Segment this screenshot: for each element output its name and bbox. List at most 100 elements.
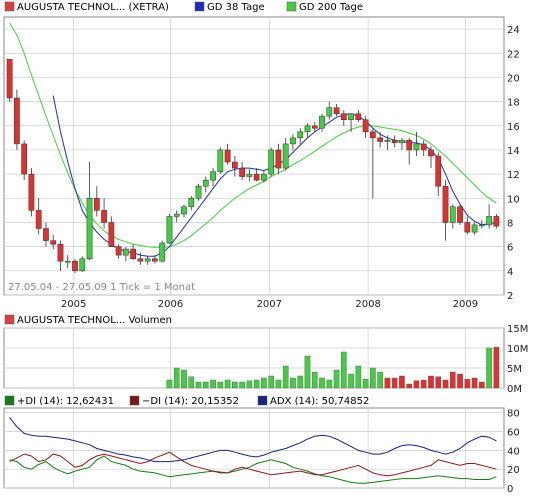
adx-lines bbox=[9, 417, 497, 484]
candle-body-40 bbox=[297, 131, 304, 139]
candle-body-35 bbox=[261, 173, 267, 181]
legend-label-ma38: GD 38 Tage bbox=[207, 2, 265, 13]
adx-ytick-3: 60 bbox=[507, 428, 520, 439]
candle-body-17 bbox=[130, 248, 136, 259]
volume-bar-48 bbox=[355, 365, 362, 389]
info-text: 27.05.04 - 27.05.09 1 Tick = 1 Monat bbox=[8, 282, 195, 293]
price-ytick-6: 14 bbox=[507, 146, 520, 157]
candle-body-23 bbox=[173, 213, 180, 217]
price-ytick-2: 6 bbox=[507, 243, 513, 254]
candle-body-16 bbox=[123, 248, 129, 256]
volume-bar-49 bbox=[362, 379, 369, 389]
candle-body-65 bbox=[478, 224, 485, 227]
legend-swatch-volume bbox=[4, 314, 15, 325]
price-xtick-3: 2008 bbox=[355, 299, 380, 310]
candle-body-29 bbox=[217, 149, 224, 172]
candle-body-31 bbox=[231, 161, 238, 169]
volume-bar-44 bbox=[326, 379, 333, 389]
candle-body-53 bbox=[391, 140, 398, 143]
volume-bar-54 bbox=[399, 375, 405, 389]
volume-y-ticks: 0M 5M 10M 15M bbox=[507, 324, 528, 395]
price-ytick-5: 12 bbox=[507, 170, 520, 181]
volume-bar-43 bbox=[319, 377, 325, 389]
volume-bar-64 bbox=[471, 377, 478, 389]
plusdi-line bbox=[9, 455, 497, 484]
candle-body-55 bbox=[406, 140, 413, 151]
candle-body-56 bbox=[413, 143, 420, 151]
volume-bar-46 bbox=[340, 351, 347, 389]
volume-bar-45 bbox=[333, 369, 340, 389]
price-legend: AUGUSTA TECHNOL... (XETRA) GD 38 Tage GD… bbox=[4, 1, 363, 13]
candle-body-66 bbox=[486, 216, 492, 226]
candle-body-59 bbox=[435, 155, 442, 187]
candle-body-18 bbox=[137, 258, 144, 262]
adx-legend: +DI (14): 12,62431 −DI (14): 20,15352 AD… bbox=[4, 395, 369, 407]
candle-body-39 bbox=[290, 137, 296, 145]
candle-body-6 bbox=[50, 240, 57, 245]
price-x-ticks: 2005 2006 2007 2008 2009 bbox=[61, 299, 478, 310]
candle-body-46 bbox=[340, 113, 347, 120]
volume-bar-47 bbox=[348, 373, 354, 389]
candle-body-63 bbox=[464, 222, 471, 233]
volume-bar-57 bbox=[420, 379, 427, 389]
candle-body-8 bbox=[64, 260, 71, 263]
price-xtick-0: 2005 bbox=[61, 299, 86, 310]
volume-bar-36 bbox=[268, 375, 274, 389]
candle-body-14 bbox=[108, 222, 115, 247]
candle-body-0 bbox=[6, 59, 13, 99]
candle-body-61 bbox=[449, 206, 456, 223]
candle-body-36 bbox=[268, 149, 275, 175]
price-ytick-8: 18 bbox=[507, 98, 520, 109]
candle-body-2 bbox=[21, 143, 28, 175]
legend-label-volume: AUGUSTA TECHNOL... Volumen bbox=[17, 315, 172, 326]
volume-bar-65 bbox=[479, 381, 485, 389]
volume-bar-59 bbox=[435, 376, 442, 389]
volume-legend: AUGUSTA TECHNOL... Volumen bbox=[4, 314, 172, 326]
volume-bar-33 bbox=[246, 380, 253, 389]
minusdi-line bbox=[9, 451, 497, 477]
volume-bar-22 bbox=[166, 379, 173, 389]
candle-body-44 bbox=[326, 107, 333, 117]
volume-bar-40 bbox=[297, 375, 304, 389]
candle-body-42 bbox=[311, 125, 318, 129]
legend-label-plusdi: +DI (14): 12,62431 bbox=[17, 396, 114, 407]
candle-body-11 bbox=[86, 198, 93, 259]
price-ytick-3: 8 bbox=[507, 218, 513, 229]
candle-body-25 bbox=[188, 198, 195, 208]
candle-body-60 bbox=[442, 185, 449, 223]
candle-body-32 bbox=[239, 167, 245, 177]
candles-group bbox=[6, 59, 500, 274]
candle-body-4 bbox=[35, 210, 42, 229]
candle-body-9 bbox=[72, 260, 78, 272]
price-ytick-1: 4 bbox=[507, 267, 513, 278]
candle-body-13 bbox=[101, 210, 107, 223]
volume-bars bbox=[166, 347, 500, 389]
volume-bar-34 bbox=[253, 379, 260, 389]
candle-body-20 bbox=[152, 258, 158, 262]
legend-label-adx: ADX (14): 50,74852 bbox=[270, 396, 369, 407]
volume-bar-50 bbox=[370, 367, 376, 389]
candle-body-51 bbox=[377, 137, 383, 142]
volume-bar-23 bbox=[173, 367, 180, 389]
volume-bar-52 bbox=[384, 377, 391, 389]
volume-bar-32 bbox=[239, 381, 245, 389]
volume-bar-56 bbox=[413, 380, 420, 389]
volume-bar-67 bbox=[493, 347, 500, 389]
price-ytick-11: 24 bbox=[507, 25, 520, 36]
price-xtick-2: 2007 bbox=[257, 299, 282, 310]
adx-ytick-4: 80 bbox=[507, 409, 520, 420]
candle-body-49 bbox=[362, 119, 369, 133]
volume-bar-62 bbox=[457, 373, 463, 389]
candle-body-1 bbox=[14, 97, 20, 145]
volume-bar-31 bbox=[232, 381, 238, 389]
candle-body-62 bbox=[457, 206, 463, 223]
candle-body-57 bbox=[420, 143, 427, 151]
price-ytick-4: 10 bbox=[507, 194, 520, 205]
candle-body-7 bbox=[57, 243, 64, 262]
candle-body-5 bbox=[43, 228, 49, 241]
volume-bar-27 bbox=[202, 381, 209, 389]
legend-swatch-price bbox=[4, 1, 15, 12]
volume-bar-30 bbox=[224, 379, 231, 389]
candle-body-10 bbox=[79, 258, 86, 272]
